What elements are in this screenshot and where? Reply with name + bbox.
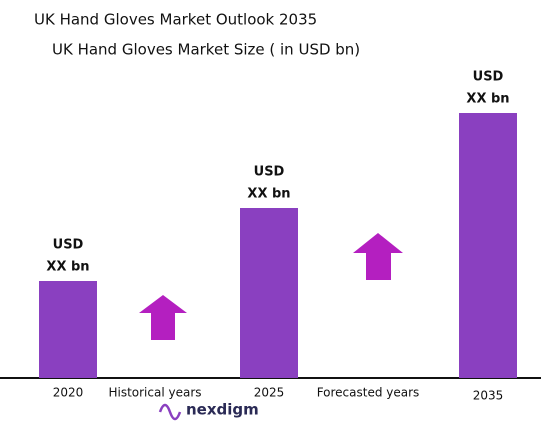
bar-label: XX bn <box>46 260 89 275</box>
bar-label: USD <box>254 165 285 180</box>
period-label: Forecasted years <box>317 386 420 400</box>
period-label: Historical years <box>108 386 201 400</box>
bar-label: USD <box>473 70 504 85</box>
logo-icon <box>158 403 182 421</box>
up-arrow <box>139 295 187 340</box>
chart-title: UK Hand Gloves Market Outlook 2035 <box>34 11 317 29</box>
bar-label: XX bn <box>466 92 509 107</box>
chart-subtitle: UK Hand Gloves Market Size ( in USD bn) <box>52 41 360 59</box>
logo: nexdigm <box>186 401 259 419</box>
bar-label: USD <box>53 238 84 253</box>
bar-label: XX bn <box>247 187 290 202</box>
x-tick-label: 2035 <box>473 389 504 403</box>
x-tick-label: 2025 <box>254 386 285 400</box>
bar <box>39 281 97 378</box>
bar <box>459 113 517 378</box>
x-tick-label: 2020 <box>53 386 84 400</box>
up-arrow <box>353 233 403 280</box>
bar <box>240 208 298 378</box>
